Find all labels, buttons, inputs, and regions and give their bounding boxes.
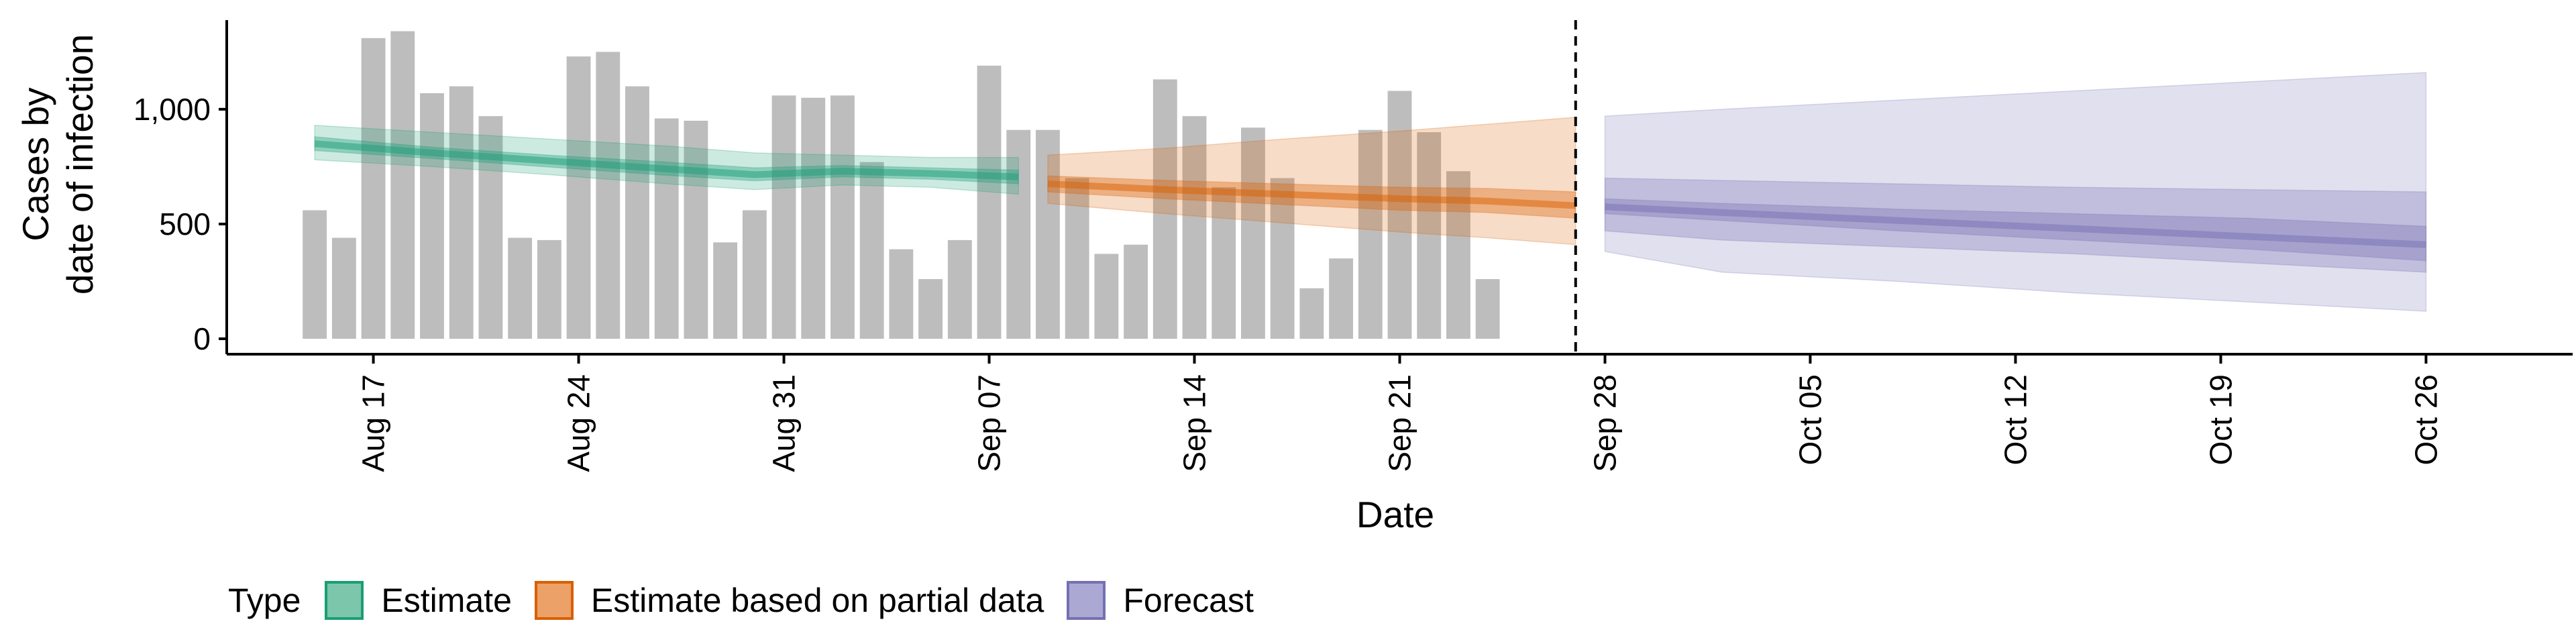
bar (1212, 187, 1236, 339)
legend-swatch-estimate (325, 581, 364, 620)
x-tick-label: Aug 24 (561, 374, 596, 472)
bar (713, 242, 738, 339)
bar (1387, 91, 1412, 339)
y-tick-label: 0 (193, 321, 211, 356)
ribbons-layer (314, 72, 2427, 312)
bar (420, 93, 444, 339)
x-tick-label: Aug 31 (767, 374, 802, 472)
bar (1299, 288, 1324, 339)
y-axis-label-line-2: date of infection (59, 34, 101, 294)
bar (947, 239, 972, 339)
bar (390, 31, 415, 339)
bar (508, 237, 533, 339)
legend-swatch-forecast (1067, 581, 1106, 620)
ribbon-90-estimate (314, 125, 1019, 195)
bar (331, 237, 356, 339)
legend-label-forecast: Forecast (1123, 582, 1254, 619)
x-tick-label: Oct 26 (2408, 374, 2443, 466)
bar (830, 95, 855, 339)
bar (859, 162, 884, 339)
median-line-estimate (314, 140, 1019, 180)
legend-label-partial: Estimate based on partial data (590, 582, 1044, 619)
median-line-forecast (1605, 203, 2426, 248)
bar (1065, 178, 1089, 339)
median-line-estimate-based-on-partial-data (1047, 180, 1576, 209)
bar (1358, 129, 1383, 339)
bar (1006, 129, 1031, 339)
x-tick-label: Oct 12 (1998, 374, 2033, 466)
bar (1182, 116, 1207, 339)
bar (889, 249, 914, 339)
bar (977, 65, 1002, 339)
bar (1241, 127, 1265, 339)
legend-title: Type (228, 582, 301, 619)
legend-label-estimate: Estimate (381, 582, 512, 619)
bar (303, 210, 327, 339)
y-axis-label-line-1: Cases by (15, 87, 56, 241)
bar (1124, 244, 1148, 339)
legend-item-partial: Estimate based on partial data (534, 581, 1044, 620)
bar (449, 86, 474, 339)
ribbon-90-estimate-based-on-partial-data (1047, 117, 1576, 246)
bar (684, 120, 708, 339)
bar (1329, 258, 1353, 339)
bar (1270, 178, 1295, 339)
x-tick-label: Oct 19 (2203, 374, 2238, 466)
bar (918, 279, 943, 339)
x-axis-label: Date (1356, 494, 1434, 535)
bar (771, 95, 796, 339)
legend-item-estimate: Estimate (325, 581, 512, 620)
bar (537, 239, 561, 339)
legend: Type Estimate Estimate based on partial … (228, 577, 1277, 624)
axes-layer: 0 500 1,000 Aug 17 Aug 24 Aug 31 Sep 07 Sep 14 S… (133, 20, 2573, 472)
bar (1417, 132, 1442, 339)
x-tick-label: Sep 21 (1383, 374, 1417, 472)
bar (801, 97, 826, 339)
x-tick-label: Sep 07 (972, 374, 1007, 472)
bar (1475, 279, 1500, 339)
x-tick-label: Aug 17 (356, 374, 391, 472)
bar (1094, 254, 1119, 339)
bar (566, 56, 591, 339)
y-tick-label: 1,000 (133, 92, 211, 127)
x-tick-label: Oct 05 (1792, 374, 1827, 466)
bar (361, 38, 386, 339)
legend-item-forecast: Forecast (1067, 581, 1254, 620)
x-tick-label: Sep 14 (1177, 374, 1212, 472)
ribbon-90-forecast (1604, 72, 2427, 312)
bar (596, 52, 621, 339)
bar (1036, 129, 1060, 339)
bar (625, 86, 649, 339)
bar (1152, 79, 1177, 339)
x-tick-label: Sep 28 (1587, 374, 1622, 472)
legend-swatch-partial (534, 581, 574, 620)
y-tick-label: 500 (159, 207, 211, 241)
bar (742, 210, 767, 339)
bar (654, 118, 679, 339)
